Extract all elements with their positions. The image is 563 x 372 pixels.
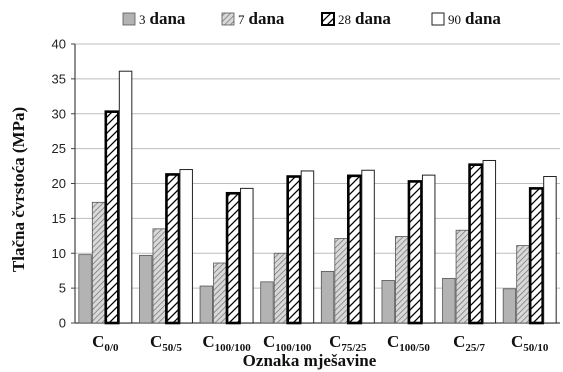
legend-label: 7 dana xyxy=(238,9,285,28)
bar-7-dana-0 xyxy=(91,201,106,324)
x-tick-label-sub: 0/0 xyxy=(104,342,119,354)
legend-label-number: 7 xyxy=(238,12,245,27)
x-tick-label-main: C xyxy=(202,332,214,351)
x-tick-label: C25/7 xyxy=(453,332,485,354)
x-tick-label-main: C xyxy=(453,332,465,351)
x-tick-label-sub: 50/10 xyxy=(523,342,549,354)
bar-28-dana-7 xyxy=(528,187,544,325)
bar-28-dana-0 xyxy=(104,110,120,325)
x-tick-label: C50/5 xyxy=(150,332,182,354)
bars xyxy=(78,70,557,325)
bar-90-dana-7 xyxy=(543,176,557,324)
y-tick-label: 30 xyxy=(52,106,66,121)
legend-label: 90 dana xyxy=(448,9,501,28)
y-tick-label: 5 xyxy=(59,281,66,296)
bar-7-dana-5 xyxy=(395,236,409,324)
x-tick-label-sub: 100/100 xyxy=(275,342,312,354)
legend-swatch-7-dana xyxy=(221,12,235,26)
bar-90-dana-3 xyxy=(300,170,315,324)
x-tick-label-main: C xyxy=(263,332,275,351)
bar-28-dana-4 xyxy=(347,174,363,325)
bar-90-dana-6 xyxy=(482,159,497,324)
y-tick-label: 10 xyxy=(52,246,66,261)
x-tick-label-main: C xyxy=(92,332,104,351)
x-tick-label-main: C xyxy=(511,332,523,351)
legend: 3 dana 7 dana 28 dana 90 dana xyxy=(122,9,501,28)
bar-7-dana-7 xyxy=(516,245,530,324)
legend-label-unit: dana xyxy=(150,9,186,28)
bar-3-dana-4 xyxy=(320,270,335,324)
x-tick-label-sub: 100/100 xyxy=(215,342,252,354)
bar-3-dana-0 xyxy=(78,254,92,324)
bar-28-dana-2 xyxy=(225,191,241,325)
legend-label-number: 28 xyxy=(338,12,351,27)
x-tick-label-sub: 100/50 xyxy=(399,342,430,354)
legend-swatch-90-dana xyxy=(431,12,445,26)
bar-28-dana-3 xyxy=(286,175,302,325)
y-tick-label: 15 xyxy=(52,211,66,226)
x-tick-label: C100/50 xyxy=(387,332,430,354)
x-tick-label-main: C xyxy=(150,332,162,351)
bar-7-dana-1 xyxy=(152,228,166,324)
x-tick-label-sub: 50/5 xyxy=(162,342,182,354)
legend-label-unit: dana xyxy=(355,9,391,28)
legend-label-number: 3 xyxy=(139,12,146,27)
bar-3-dana-5 xyxy=(381,280,395,324)
bar-7-dana-3 xyxy=(273,252,288,324)
bar-3-dana-2 xyxy=(199,285,213,324)
x-tick-label: C50/10 xyxy=(511,332,549,354)
x-tick-label-sub: 25/7 xyxy=(465,342,485,354)
x-tick-label: C75/25 xyxy=(329,332,367,354)
bar-7-dana-6 xyxy=(455,229,469,324)
bar-3-dana-1 xyxy=(139,254,153,324)
legend-label: 28 dana xyxy=(338,9,391,28)
bar-90-dana-1 xyxy=(179,169,193,324)
x-axis-title: Oznaka mješavine xyxy=(243,351,377,370)
bar-90-dana-4 xyxy=(361,169,375,324)
x-tick-label: C100/100 xyxy=(202,332,251,354)
legend-label-unit: dana xyxy=(249,9,285,28)
bar-28-dana-5 xyxy=(407,180,423,325)
bar-90-dana-2 xyxy=(240,187,254,324)
bar-28-dana-1 xyxy=(165,173,181,325)
bar-3-dana-7 xyxy=(502,288,517,324)
bar-90-dana-0 xyxy=(118,70,133,324)
x-tick-label-main: C xyxy=(329,332,341,351)
legend-swatch-28-dana xyxy=(321,12,335,26)
y-axis-title: Tlačna čvrstoća (MPa) xyxy=(9,107,28,272)
x-tick-label-main: C xyxy=(387,332,399,351)
bar-3-dana-6 xyxy=(442,277,456,324)
bar-28-dana-6 xyxy=(468,163,484,325)
x-tick-label-sub: 75/25 xyxy=(341,342,367,354)
legend-swatch-3-dana xyxy=(122,12,136,26)
x-tick-label: C100/100 xyxy=(263,332,312,354)
bar-7-dana-4 xyxy=(334,238,348,324)
x-tick-label: C0/0 xyxy=(92,332,119,354)
bar-7-dana-2 xyxy=(213,262,227,324)
y-tick-label: 25 xyxy=(52,141,66,156)
y-tick-label: 40 xyxy=(52,37,66,52)
legend-label-number: 90 xyxy=(448,12,461,27)
y-tick-label: 20 xyxy=(52,176,66,191)
legend-label-unit: dana xyxy=(465,9,501,28)
legend-label: 3 dana xyxy=(139,9,186,28)
y-tick-label: 35 xyxy=(52,71,66,86)
y-tick-label: 0 xyxy=(59,316,66,331)
bar-90-dana-5 xyxy=(421,174,436,324)
bar-3-dana-3 xyxy=(260,281,274,324)
